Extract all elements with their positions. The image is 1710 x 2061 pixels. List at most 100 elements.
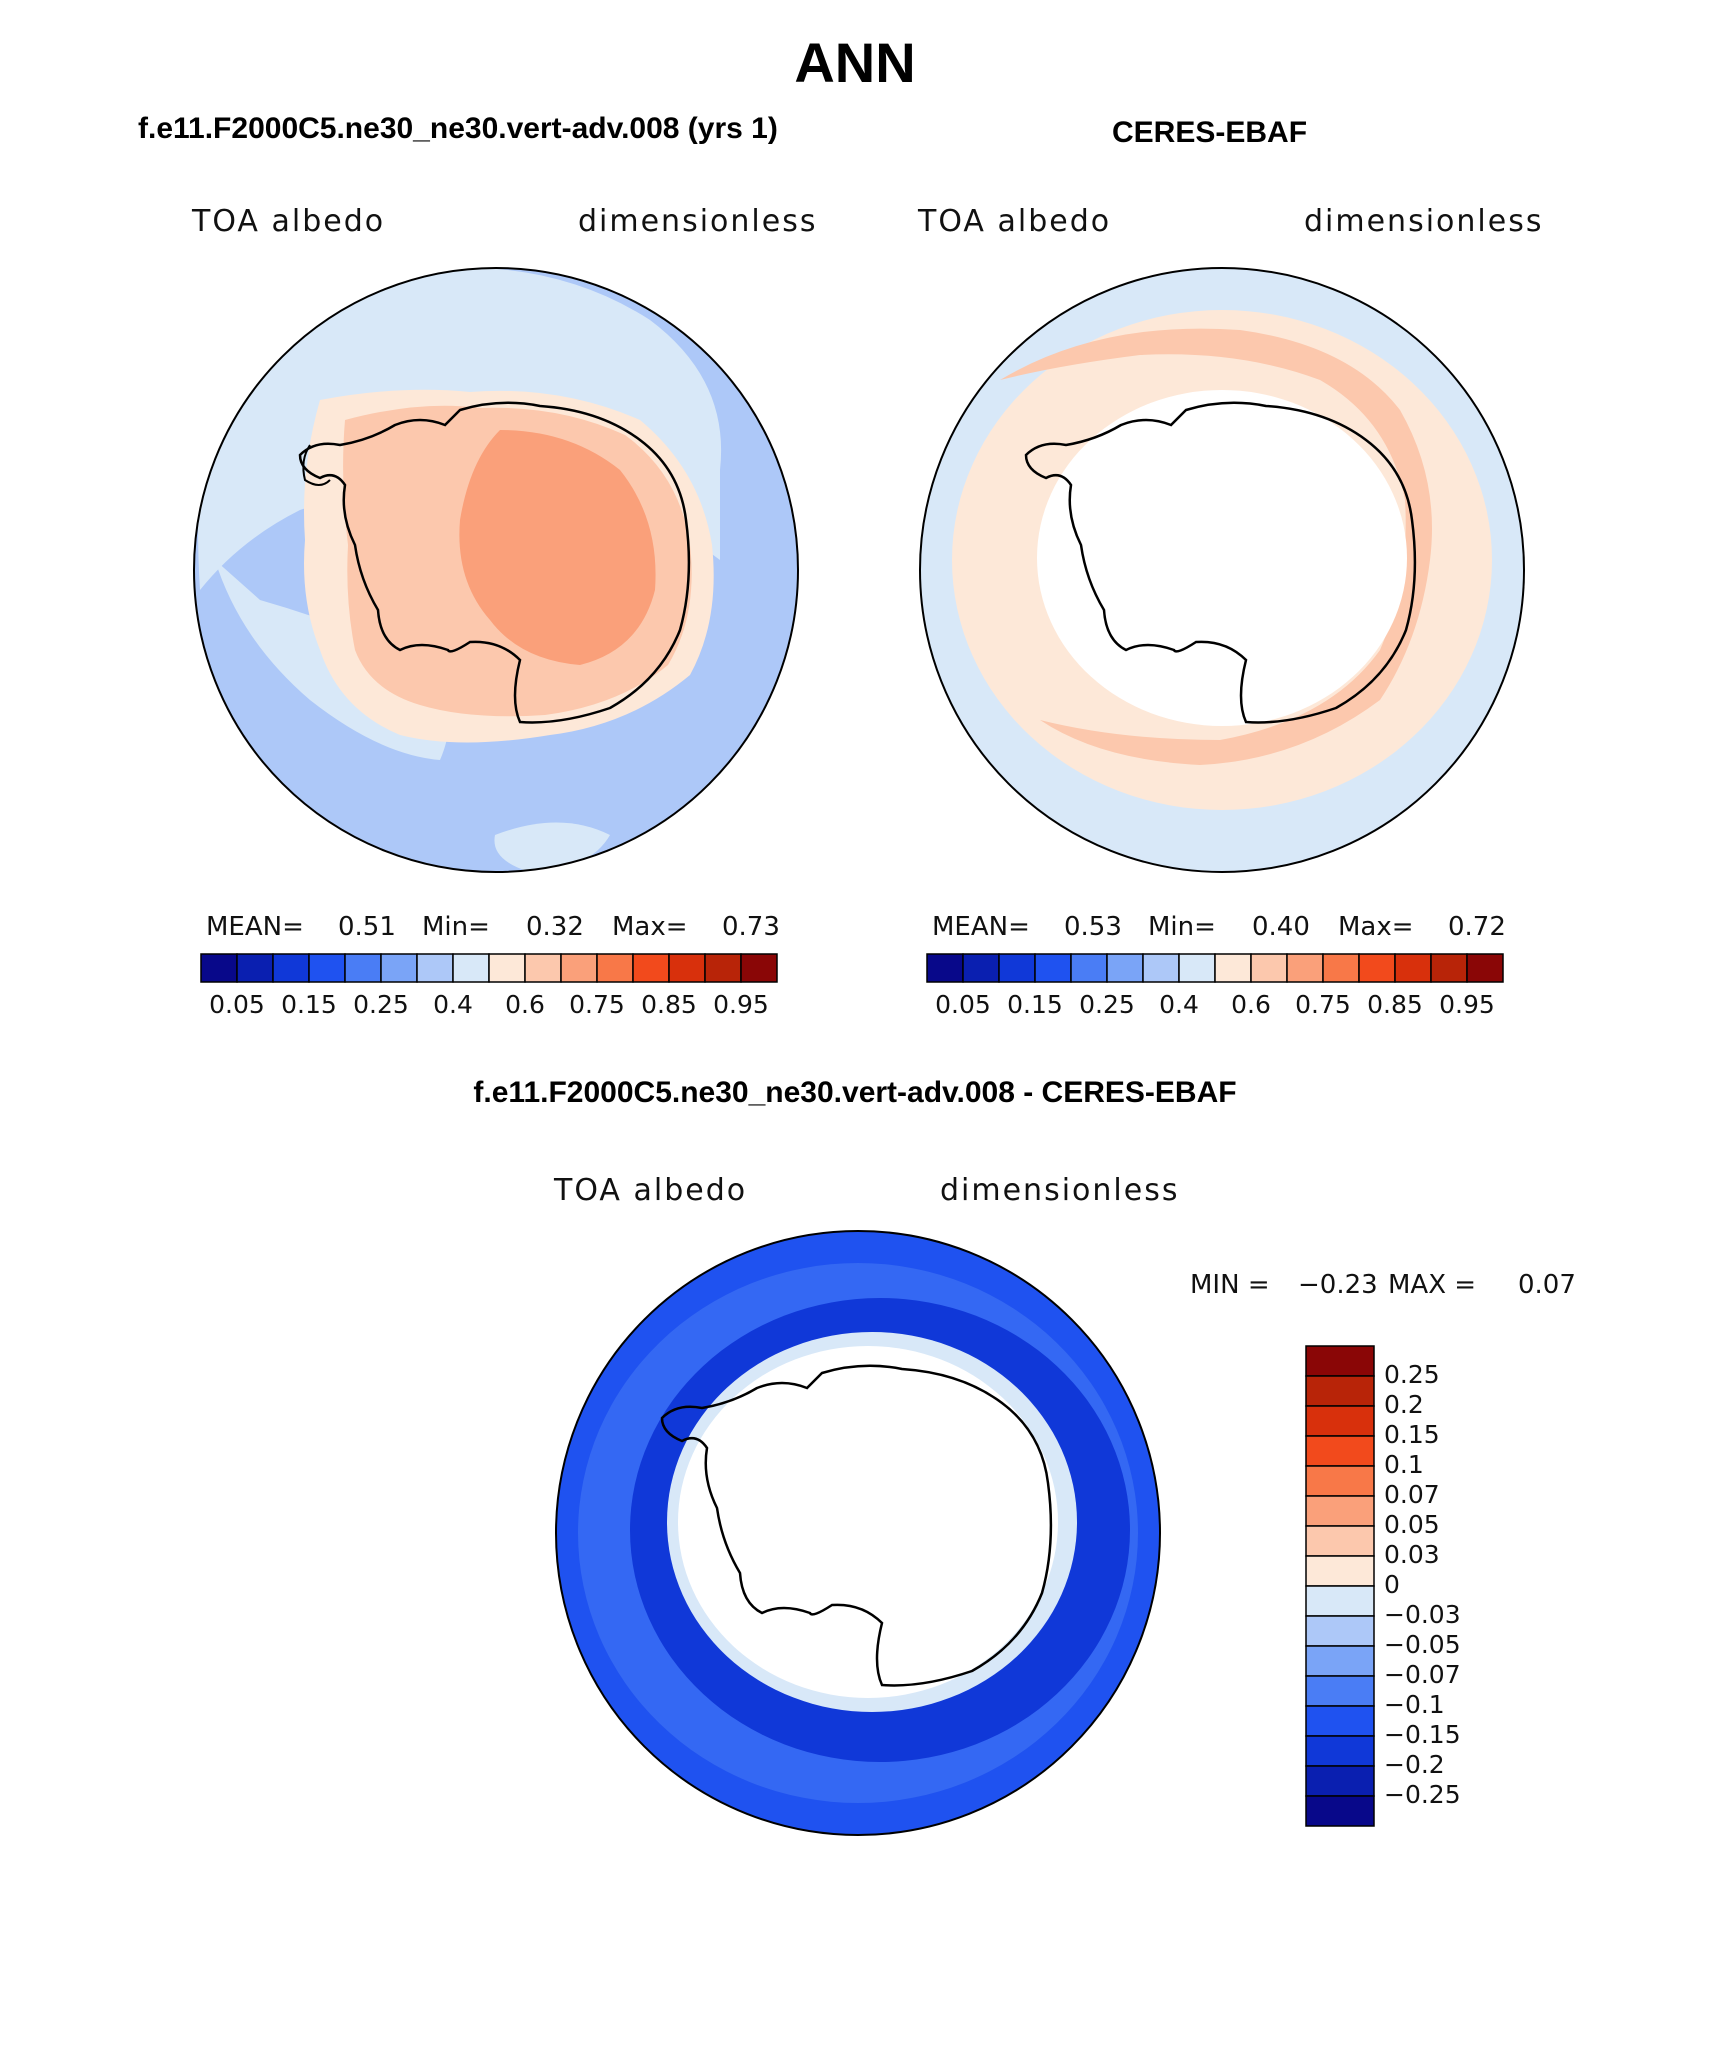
colorbar-swatch bbox=[1178, 953, 1216, 983]
colorbar-swatch bbox=[1394, 953, 1432, 983]
colorbar-tick-label: −0.25 bbox=[1384, 1780, 1461, 1809]
colorbar-swatch bbox=[1214, 953, 1252, 983]
colorbar-swatch bbox=[524, 953, 562, 983]
colorbar-swatch bbox=[200, 953, 238, 983]
colorbar-tick-label: −0.07 bbox=[1384, 1660, 1461, 1689]
colorbar-swatch bbox=[962, 953, 1000, 983]
colorbar-swatch bbox=[1305, 1705, 1375, 1737]
colorbar-tick-label: −0.2 bbox=[1384, 1750, 1445, 1779]
colorbar-tick-label: 0.95 bbox=[713, 990, 769, 1019]
colorbar-tick-label: 0.07 bbox=[1384, 1480, 1440, 1509]
colorbar-tick-label: 0.2 bbox=[1384, 1390, 1424, 1419]
colorbar-swatch bbox=[1430, 953, 1468, 983]
colorbar-tick-label: 0.75 bbox=[1295, 990, 1351, 1019]
model-coastline bbox=[298, 401, 691, 724]
colorbar-tick-label: −0.1 bbox=[1384, 1690, 1445, 1719]
colorbar-swatch bbox=[488, 953, 526, 983]
model-units-label: dimensionless bbox=[578, 204, 818, 239]
colorbar-swatch bbox=[668, 953, 706, 983]
colorbar-swatch bbox=[1305, 1585, 1375, 1617]
model-max-value: 0.73 bbox=[722, 912, 780, 942]
colorbar-swatch bbox=[1305, 1435, 1375, 1467]
model-colorbar bbox=[200, 953, 778, 983]
colorbar-swatch bbox=[1358, 953, 1396, 983]
colorbar-tick-label: 0.85 bbox=[641, 990, 697, 1019]
colorbar-tick-label: 0.15 bbox=[281, 990, 337, 1019]
obs-panel-title: CERES-EBAF bbox=[1112, 116, 1308, 149]
colorbar-swatch bbox=[1034, 953, 1072, 983]
colorbar-swatch bbox=[272, 953, 310, 983]
colorbar-swatch bbox=[998, 953, 1036, 983]
colorbar-swatch bbox=[1286, 953, 1324, 983]
colorbar-swatch bbox=[416, 953, 454, 983]
diff-coastline bbox=[660, 1364, 1053, 1687]
model-antarctica-high bbox=[459, 430, 656, 665]
colorbar-swatch bbox=[632, 953, 670, 983]
colorbar-swatch bbox=[1305, 1405, 1375, 1437]
model-variable-label: TOA albedo bbox=[192, 204, 386, 239]
colorbar-swatch bbox=[1305, 1495, 1375, 1527]
obs-max-value: 0.72 bbox=[1448, 912, 1506, 942]
colorbar-swatch bbox=[1305, 1615, 1375, 1647]
colorbar-swatch bbox=[380, 953, 418, 983]
colorbar-swatch bbox=[236, 953, 274, 983]
colorbar-tick-label: 0.25 bbox=[1384, 1360, 1440, 1389]
colorbar-swatch bbox=[596, 953, 634, 983]
colorbar-swatch bbox=[1305, 1525, 1375, 1557]
colorbar-tick-label: 0.6 bbox=[505, 990, 545, 1019]
obs-max-label: Max= bbox=[1338, 912, 1414, 942]
diff-map-border bbox=[555, 1230, 1161, 1836]
colorbar-tick-label: 0.25 bbox=[1079, 990, 1135, 1019]
obs-min-value: 0.40 bbox=[1252, 912, 1310, 942]
diff-colorbar bbox=[1305, 1345, 1375, 1827]
obs-missing-data bbox=[1037, 390, 1407, 726]
colorbar-tick-label: 0.4 bbox=[1159, 990, 1199, 1019]
model-peninsula bbox=[302, 444, 331, 486]
figure-title: ANN bbox=[794, 31, 916, 94]
colorbar-tick-label: 0.15 bbox=[1007, 990, 1063, 1019]
colorbar-tick-label: 0.05 bbox=[935, 990, 991, 1019]
obs-mean-label: MEAN= bbox=[932, 912, 1030, 942]
diff-min-label: MIN = bbox=[1190, 1270, 1270, 1300]
diff-variable-label: TOA albedo bbox=[554, 1173, 748, 1208]
colorbar-tick-label: 0.4 bbox=[433, 990, 473, 1019]
obs-ice-edge bbox=[1000, 328, 1432, 765]
obs-mean-value: 0.53 bbox=[1064, 912, 1122, 942]
obs-map bbox=[920, 268, 1524, 872]
colorbar-tick-label: 0.6 bbox=[1231, 990, 1271, 1019]
obs-variable-label: TOA albedo bbox=[918, 204, 1112, 239]
colorbar-swatch bbox=[1305, 1645, 1375, 1677]
obs-coastline bbox=[1024, 401, 1417, 724]
colorbar-swatch bbox=[308, 953, 346, 983]
colorbar-tick-label: −0.15 bbox=[1384, 1720, 1461, 1749]
colorbar-tick-label: 0.95 bbox=[1439, 990, 1495, 1019]
model-max-label: Max= bbox=[612, 912, 688, 942]
obs-map-border bbox=[919, 267, 1525, 873]
colorbar-swatch bbox=[1305, 1795, 1375, 1827]
colorbar-swatch bbox=[1106, 953, 1144, 983]
colorbar-tick-label: 0 bbox=[1384, 1570, 1400, 1599]
model-panel-title: f.e11.F2000C5.ne30_ne30.vert-adv.008 (yr… bbox=[138, 112, 778, 145]
diff-map bbox=[556, 1231, 1160, 1835]
model-ocean-light-3 bbox=[494, 822, 610, 872]
colorbar-tick-label: 0.05 bbox=[209, 990, 265, 1019]
diff-panel-title: f.e11.F2000C5.ne30_ne30.vert-adv.008 - C… bbox=[473, 1076, 1237, 1109]
colorbar-swatch bbox=[704, 953, 742, 983]
obs-units-label: dimensionless bbox=[1304, 204, 1544, 239]
colorbar-swatch bbox=[1305, 1675, 1375, 1707]
obs-min-label: Min= bbox=[1148, 912, 1216, 942]
model-mean-label: MEAN= bbox=[206, 912, 304, 942]
colorbar-swatch bbox=[1305, 1765, 1375, 1797]
colorbar-swatch bbox=[1305, 1735, 1375, 1767]
colorbar-tick-label: 0.75 bbox=[569, 990, 625, 1019]
colorbar-swatch bbox=[452, 953, 490, 983]
colorbar-swatch bbox=[344, 953, 382, 983]
colorbar-swatch bbox=[1466, 953, 1504, 983]
colorbar-swatch bbox=[1250, 953, 1288, 983]
colorbar-swatch bbox=[740, 953, 778, 983]
colorbar-swatch bbox=[1305, 1345, 1375, 1377]
colorbar-tick-label: 0.25 bbox=[353, 990, 409, 1019]
colorbar-swatch bbox=[1142, 953, 1180, 983]
colorbar-tick-label: −0.03 bbox=[1384, 1600, 1461, 1629]
